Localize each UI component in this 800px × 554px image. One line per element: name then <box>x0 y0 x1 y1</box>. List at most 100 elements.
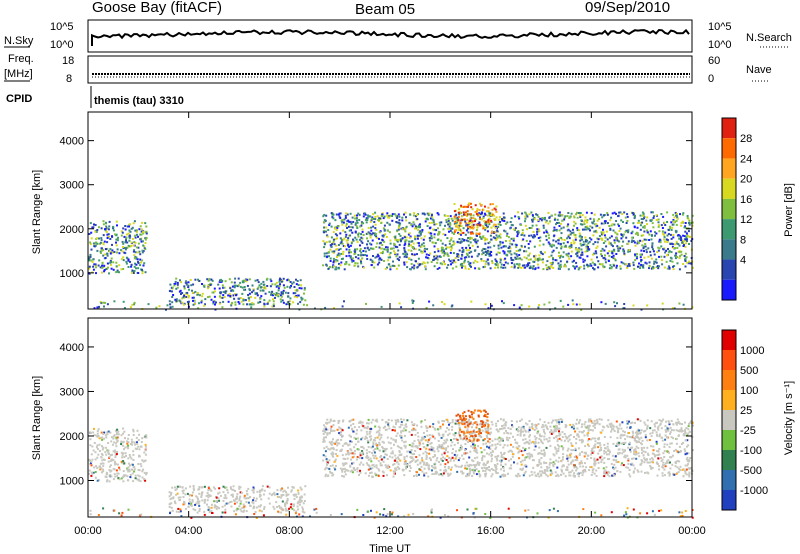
velocity-cell <box>541 470 544 473</box>
velocity-cell <box>608 475 611 478</box>
power-cell <box>96 242 99 245</box>
velocity-cell <box>588 424 591 427</box>
velocity-cell <box>582 430 585 433</box>
power-cell <box>532 260 535 263</box>
power-cell <box>532 265 535 268</box>
power-cell <box>220 278 222 281</box>
velocity-cell <box>141 459 144 462</box>
power-cell <box>662 233 665 235</box>
power-cell <box>450 263 452 266</box>
power-cell <box>583 228 586 231</box>
velocity-cell <box>243 505 246 508</box>
power-cell <box>672 268 675 271</box>
velocity-cell <box>115 431 118 434</box>
power-cell <box>447 217 450 220</box>
power-cell <box>615 253 618 255</box>
velocity-cell <box>587 432 590 435</box>
velocity-cell <box>200 494 203 497</box>
power-cell <box>494 208 497 211</box>
power-cell <box>639 239 642 242</box>
power-cell <box>637 219 640 222</box>
power-cell <box>615 266 618 269</box>
velocity-cell <box>282 509 285 512</box>
velocity-cell <box>417 435 420 438</box>
power-cell <box>94 230 97 233</box>
power-cell <box>574 234 577 236</box>
velocity-cell <box>106 433 109 436</box>
velocity-cell <box>394 454 397 457</box>
velocity-cell <box>542 453 544 456</box>
power-cell <box>294 292 297 295</box>
power-cell <box>639 228 642 231</box>
power-cell <box>623 252 626 255</box>
power-cell <box>386 214 389 217</box>
power-cell <box>467 204 470 206</box>
power-cell <box>416 213 419 216</box>
power-cell <box>103 264 106 267</box>
power-cell <box>378 258 381 261</box>
velocity-cell <box>145 473 148 476</box>
power-cell <box>470 232 472 235</box>
power-cell <box>507 247 510 249</box>
power-cell <box>583 264 586 267</box>
power-cell <box>437 213 440 216</box>
power-cell <box>423 213 426 216</box>
velocity-cell <box>329 427 332 430</box>
power-cell <box>122 300 125 303</box>
velocity-cell <box>184 507 187 510</box>
power-cell <box>551 263 554 266</box>
power-cell <box>537 237 540 239</box>
power-cell <box>454 220 457 223</box>
power-cell <box>461 251 464 254</box>
power-cell <box>108 220 111 223</box>
velocity-cell <box>656 426 659 429</box>
power-cell <box>636 226 639 229</box>
power-cell <box>536 214 539 216</box>
power-cell <box>653 215 655 218</box>
power-cell <box>144 271 147 274</box>
power-cell <box>352 259 355 262</box>
power-cell <box>374 256 377 259</box>
power-cell <box>241 286 244 289</box>
power-cell <box>348 220 351 223</box>
power-cell <box>489 246 492 249</box>
velocity-cell <box>247 501 250 504</box>
power-cell <box>204 298 207 301</box>
power-cell <box>576 250 579 253</box>
velocity-cell <box>627 466 630 469</box>
power-cell <box>386 248 389 251</box>
power-cell <box>341 242 344 245</box>
power-cell <box>562 226 565 229</box>
velocity-cell <box>174 489 177 491</box>
power-cell <box>456 255 459 258</box>
velocity-cell <box>348 443 351 446</box>
power-cell <box>275 294 278 297</box>
power-cell <box>511 259 514 262</box>
power-cell <box>602 242 605 244</box>
velocity-cell <box>574 447 577 450</box>
power-cell <box>494 227 497 230</box>
velocity-cell <box>429 442 432 445</box>
power-cell <box>234 284 237 287</box>
power-cell <box>654 261 657 263</box>
power-cell <box>564 244 567 247</box>
power-cell <box>642 212 645 215</box>
power-cell <box>404 253 407 256</box>
velocity-cell <box>189 494 192 497</box>
velocity-cell <box>619 437 622 440</box>
power-cell <box>688 222 690 224</box>
power-cell <box>122 259 125 262</box>
velocity-cell <box>340 438 343 441</box>
power-cell <box>535 213 538 216</box>
velocity-cell <box>110 459 113 462</box>
power-cell <box>548 242 551 245</box>
power-cell <box>604 236 607 239</box>
power-cell <box>499 221 501 223</box>
power-cell <box>609 227 612 230</box>
power-cell <box>174 282 177 285</box>
velocity-cell <box>263 506 266 508</box>
velocity-cell <box>425 454 428 457</box>
velocity-cell <box>518 450 520 453</box>
power-cell <box>281 299 284 302</box>
